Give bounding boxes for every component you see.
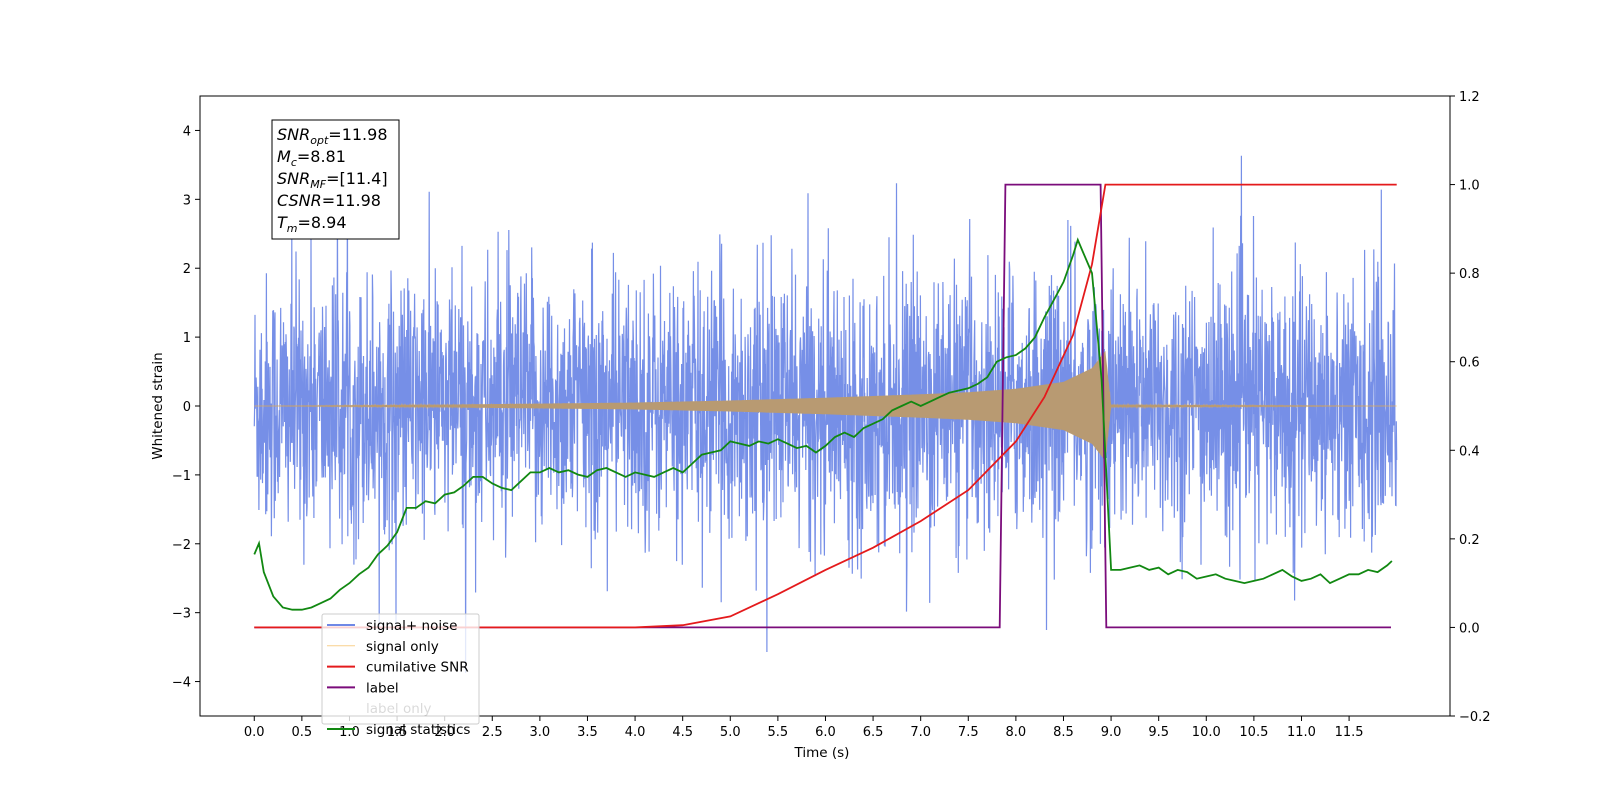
x-tick-label: 1.0 [339,725,360,740]
y-tick-label: 2 [183,262,191,277]
y2-tick-label: 0.4 [1459,444,1480,459]
y2-tick-label: 1.0 [1459,179,1480,194]
y2-tick-label: 0.2 [1459,533,1480,548]
y2-tick-label: 1.2 [1459,90,1480,105]
info-line: Mc=8.81 [277,147,346,169]
x-tick-label: 11.5 [1335,725,1364,740]
legend-frame [321,613,480,725]
x-axis-label: Time (s) [794,745,850,761]
info-box-frame [271,119,400,240]
y-axis-ticks: −4 −3 −2 −1 0 1 2 3 4 [172,124,200,691]
y2-tick-label: 0.0 [1459,621,1480,636]
x-tick-label: 10.5 [1239,725,1268,740]
legend-label: label only [366,701,432,717]
y-axis-label: Whitened strain [150,352,166,459]
x-tick-label: 4.0 [625,725,646,740]
x-tick-label: 0.5 [292,725,313,740]
series-signal-statistics-line [253,237,1393,611]
x-tick-label: 10.0 [1192,725,1221,740]
x-tick-label: 11.0 [1287,725,1316,740]
series-signal-only-overlap [254,350,1397,462]
series-signal-noise-line [253,155,1398,674]
series-label-line [254,183,1391,629]
x-tick-label: 9.5 [1148,725,1169,740]
legend-label: cumilative SNR [366,660,469,676]
x-tick-label: 9.0 [1101,725,1122,740]
info-line: SNRMF=[11.4] [277,169,388,191]
y-tick-label: −1 [172,469,191,484]
x-tick-label: 2.0 [434,725,455,740]
x-tick-label: 8.0 [1006,725,1027,740]
legend-label: signal only [366,639,439,655]
x-tick-label: 0.0 [244,725,265,740]
info-line: Tm=8.94 [277,213,347,235]
x-tick-label: 5.0 [720,725,741,740]
y2-tick-label: −0.2 [1459,710,1491,725]
x-tick-label: 7.5 [958,725,979,740]
y-tick-label: −3 [172,607,191,622]
y-tick-label: −4 [172,676,191,691]
x-tick-label: 3.5 [577,725,598,740]
info-line: CSNR=11.98 [277,191,381,210]
y-tick-label: 0 [183,400,191,415]
legend: signal+ noise signal only cumilative SNR la… [321,613,480,738]
x-tick-label: 4.5 [672,725,693,740]
info-line: SNRopt=11.98 [277,125,388,147]
x-tick-label: 3.0 [530,725,551,740]
y2-axis-ticks: −0.2 0.0 0.2 0.4 0.6 0.8 1.0 1.2 [1450,90,1491,725]
x-tick-label: 8.5 [1053,725,1074,740]
y-tick-label: −2 [172,538,191,553]
info-box: SNRopt=11.98Mc=8.81SNRMF=[11.4]CSNR=11.9… [271,119,400,240]
x-tick-label: 2.5 [482,725,503,740]
x-tick-label: 6.0 [815,725,836,740]
series-cumilative-snr-line [254,183,1397,629]
x-tick-label: 5.5 [768,725,789,740]
x-tick-label: 7.0 [910,725,931,740]
x-tick-label: 6.5 [863,725,884,740]
legend-label: label [366,680,399,696]
y-tick-label: 3 [183,193,191,208]
y-tick-label: 4 [183,124,191,139]
y-tick-label: 1 [183,331,191,346]
y2-tick-label: 0.6 [1459,356,1480,371]
x-tick-label: 1.5 [387,725,408,740]
legend-label: signal+ noise [366,618,457,634]
plot-area [253,155,1398,674]
legend-label: signal statistics [366,722,470,738]
y2-tick-label: 0.8 [1459,267,1480,282]
